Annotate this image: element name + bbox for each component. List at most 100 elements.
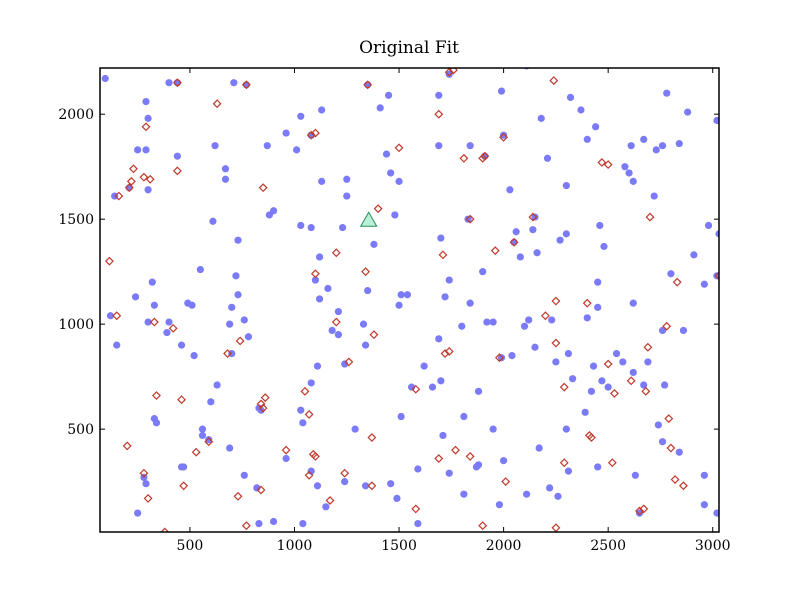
diamond-point: [394, 143, 404, 153]
data-point: [675, 448, 683, 456]
diamond-point: [411, 384, 421, 394]
data-point: [460, 412, 468, 421]
data-point: [497, 354, 506, 362]
data-point: [704, 221, 713, 230]
y-tick-label: 500: [67, 422, 94, 438]
data-point: [403, 291, 412, 299]
data-point: [510, 238, 518, 246]
data-point: [177, 341, 186, 349]
data-point: [209, 217, 217, 225]
diamond-point: [509, 237, 519, 247]
data-point: [700, 501, 708, 509]
data-point: [577, 106, 585, 114]
data-point: [376, 104, 384, 112]
data-point: [546, 484, 554, 492]
data-point: [196, 265, 204, 274]
diamond-point: [310, 269, 320, 279]
data-point: [334, 331, 342, 339]
diamond-point: [168, 323, 178, 333]
data-point: [395, 301, 403, 309]
diamond-point: [662, 321, 672, 331]
data-point: [589, 362, 598, 370]
diamond-point: [141, 122, 151, 132]
data-point: [533, 249, 541, 257]
diamond-point: [281, 445, 291, 455]
data-point: [587, 387, 596, 395]
data-point: [106, 312, 115, 320]
x-tick-label: 2000: [486, 538, 522, 554]
data-point: [564, 349, 573, 358]
diamond-point: [586, 433, 596, 442]
diamond-point: [363, 80, 373, 90]
diamond-point: [112, 311, 122, 321]
diamond-point: [551, 338, 561, 348]
data-point: [523, 490, 531, 498]
diamond-point: [603, 160, 613, 170]
diamond-point: [129, 164, 138, 174]
data-point: [397, 291, 405, 299]
diamond-point: [344, 357, 354, 367]
data-point: [234, 291, 242, 299]
data-point: [370, 240, 378, 248]
data-point: [397, 412, 405, 421]
data-point: [667, 270, 675, 278]
diamond-point: [331, 317, 341, 327]
diamond-point: [177, 395, 187, 405]
diamond-point: [373, 204, 383, 214]
data-point: [144, 186, 152, 194]
data-point: [508, 352, 516, 360]
data-point: [315, 295, 324, 303]
scatter-marks: [100, 68, 719, 532]
diamond-point: [607, 458, 617, 468]
diamond-point: [459, 153, 469, 163]
data-point: [564, 467, 573, 475]
triangle-point: [359, 211, 378, 227]
y-tick-label: 1000: [58, 317, 94, 333]
diamond-point: [306, 130, 316, 140]
data-point: [313, 362, 322, 370]
diamond-point: [114, 191, 124, 201]
diamond-point: [124, 183, 134, 193]
data-point: [479, 268, 487, 276]
diamond-point: [501, 477, 511, 487]
data-point: [299, 520, 307, 528]
data-point: [474, 387, 483, 395]
plot-frame: [99, 67, 720, 533]
data-point: [307, 379, 315, 387]
diamond-point: [304, 409, 314, 419]
data-point: [483, 318, 491, 326]
data-point: [328, 326, 336, 335]
diamond-point: [478, 521, 488, 531]
data-point: [292, 146, 301, 154]
data-point: [190, 352, 198, 360]
data-point: [318, 177, 326, 185]
diamond-point: [444, 68, 454, 77]
data-point: [226, 444, 234, 452]
diamond-point: [664, 414, 674, 424]
data-point: [213, 381, 221, 389]
diamond-point: [551, 296, 561, 306]
data-point: [640, 135, 648, 143]
x-axis: 500 1000 1500 2000 2500 3000: [177, 68, 731, 554]
y-tick-label: 1500: [58, 212, 94, 228]
y-axis: 500 1000 1500 2000: [58, 107, 719, 438]
diamond-point: [494, 353, 504, 363]
data-point: [205, 436, 213, 444]
data-point: [644, 358, 652, 366]
data-point: [387, 169, 395, 177]
diamond-point: [411, 504, 421, 514]
diamond-point: [478, 153, 488, 163]
data-point: [142, 480, 150, 488]
diamond-point: [260, 393, 270, 403]
diamond-point: [465, 214, 475, 224]
diamond-point: [139, 172, 149, 182]
diamond-point: [551, 523, 561, 532]
data-point: [144, 318, 152, 326]
data-point: [338, 223, 347, 232]
data-point: [230, 79, 238, 87]
data-point: [654, 421, 662, 429]
diamond-point: [549, 76, 559, 86]
data-point: [592, 123, 600, 131]
diamond-point: [310, 128, 320, 138]
diamond-point: [679, 481, 688, 491]
